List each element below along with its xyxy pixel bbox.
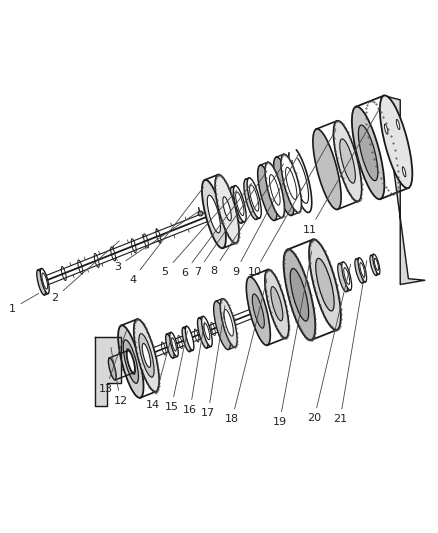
Text: 18: 18	[225, 279, 267, 424]
Ellipse shape	[265, 162, 284, 217]
Text: 19: 19	[272, 251, 312, 427]
Ellipse shape	[352, 107, 385, 199]
Ellipse shape	[127, 349, 135, 374]
Text: 21: 21	[333, 261, 367, 424]
Ellipse shape	[214, 301, 230, 350]
Ellipse shape	[250, 185, 259, 211]
Text: 4: 4	[129, 187, 204, 285]
Ellipse shape	[134, 319, 159, 392]
Text: 12: 12	[111, 348, 127, 406]
Ellipse shape	[118, 325, 144, 398]
Ellipse shape	[358, 125, 378, 181]
Ellipse shape	[342, 262, 352, 290]
Text: 17: 17	[201, 306, 225, 418]
Text: 8: 8	[210, 164, 283, 276]
Ellipse shape	[185, 326, 194, 350]
Ellipse shape	[380, 95, 412, 188]
Text: 6: 6	[181, 183, 251, 278]
Ellipse shape	[281, 154, 301, 213]
Polygon shape	[95, 337, 121, 406]
Ellipse shape	[207, 195, 220, 233]
Text: 20: 20	[307, 264, 351, 423]
Ellipse shape	[40, 269, 49, 294]
Ellipse shape	[316, 259, 334, 311]
Ellipse shape	[202, 180, 226, 248]
Ellipse shape	[246, 277, 270, 345]
Ellipse shape	[252, 294, 264, 328]
Ellipse shape	[355, 259, 363, 283]
Ellipse shape	[403, 167, 406, 177]
Text: 5: 5	[162, 190, 237, 277]
Ellipse shape	[42, 273, 48, 289]
Ellipse shape	[37, 270, 46, 295]
Ellipse shape	[333, 121, 362, 201]
Text: 14: 14	[146, 337, 171, 410]
Ellipse shape	[109, 358, 116, 380]
Ellipse shape	[309, 239, 341, 330]
Ellipse shape	[258, 165, 277, 221]
Ellipse shape	[338, 263, 348, 292]
Ellipse shape	[283, 249, 315, 340]
Text: 3: 3	[114, 211, 199, 271]
Ellipse shape	[224, 310, 233, 336]
Text: 9: 9	[232, 153, 299, 277]
Text: 2: 2	[51, 241, 119, 303]
Ellipse shape	[204, 323, 210, 340]
Ellipse shape	[244, 179, 258, 220]
Text: 16: 16	[183, 322, 205, 415]
Ellipse shape	[166, 334, 174, 358]
Ellipse shape	[340, 139, 355, 183]
Text: 11: 11	[303, 107, 381, 235]
Ellipse shape	[223, 197, 231, 221]
Ellipse shape	[127, 351, 135, 373]
Ellipse shape	[286, 167, 297, 199]
Ellipse shape	[201, 316, 212, 346]
Ellipse shape	[220, 298, 237, 347]
Ellipse shape	[344, 268, 350, 285]
Polygon shape	[384, 95, 425, 285]
Ellipse shape	[236, 192, 244, 215]
Text: 7: 7	[194, 171, 267, 277]
Ellipse shape	[374, 258, 378, 270]
Ellipse shape	[139, 334, 154, 377]
Text: 1: 1	[9, 293, 39, 314]
Ellipse shape	[274, 157, 294, 215]
Ellipse shape	[265, 270, 289, 338]
Ellipse shape	[182, 327, 191, 352]
Ellipse shape	[370, 255, 377, 276]
Ellipse shape	[247, 178, 261, 218]
Ellipse shape	[269, 175, 280, 205]
Ellipse shape	[198, 318, 208, 348]
Ellipse shape	[313, 129, 341, 209]
Ellipse shape	[233, 185, 246, 222]
Ellipse shape	[360, 263, 365, 277]
Ellipse shape	[142, 343, 151, 367]
Ellipse shape	[358, 258, 367, 282]
Text: 10: 10	[248, 130, 336, 277]
Ellipse shape	[170, 333, 178, 357]
Ellipse shape	[373, 254, 380, 274]
Ellipse shape	[385, 124, 388, 134]
Ellipse shape	[230, 187, 243, 223]
Text: 13: 13	[99, 329, 127, 394]
Ellipse shape	[396, 119, 400, 130]
Ellipse shape	[172, 338, 177, 351]
Ellipse shape	[123, 340, 138, 383]
Text: 15: 15	[164, 331, 187, 413]
Ellipse shape	[290, 269, 309, 321]
Ellipse shape	[215, 174, 239, 243]
Ellipse shape	[271, 287, 283, 321]
